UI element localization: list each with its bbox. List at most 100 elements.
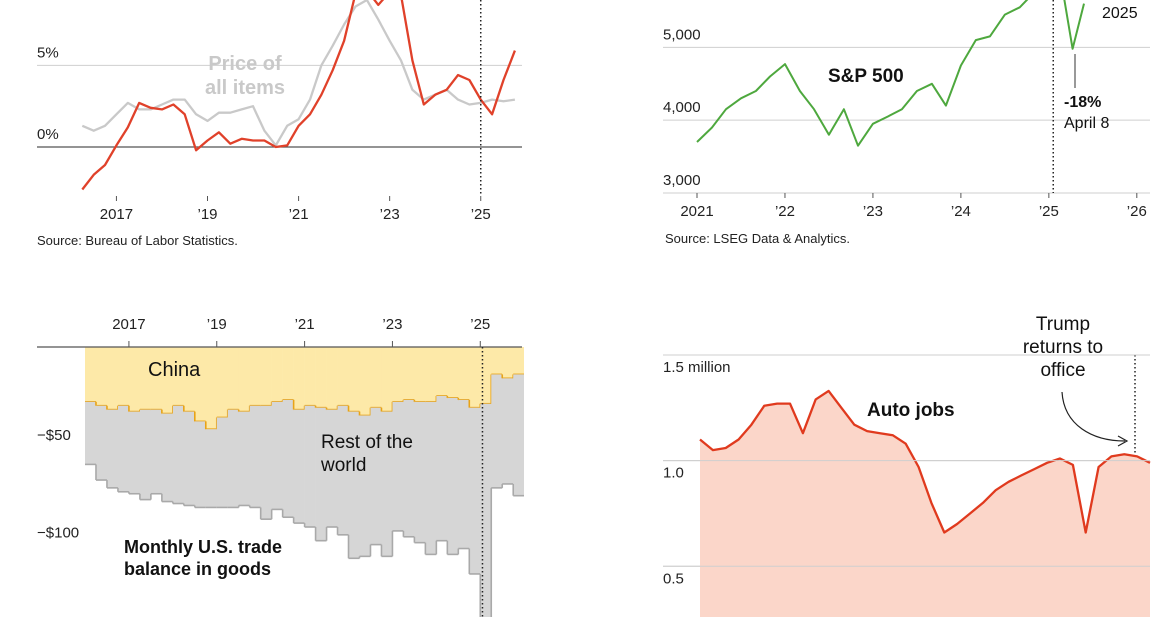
bar-segment (337, 405, 349, 535)
y-tick-label: 1.5 million (663, 359, 731, 376)
area (700, 390, 1150, 617)
bar-segment (128, 347, 141, 412)
chart-overlay: 1.5 million 1.0 0.5 (663, 354, 1150, 587)
bar-segment (183, 347, 196, 412)
bar-segment (381, 347, 393, 412)
bar-segment (238, 347, 250, 412)
bar-segment (392, 347, 404, 402)
source: Source: Bureau of Labor Statistics. (37, 233, 238, 248)
y-tick-label: −$50 (37, 427, 71, 444)
bar-segment (447, 397, 459, 555)
bar-segment (502, 347, 514, 379)
x-tick-label: ’24 (951, 203, 971, 220)
x-tick-label: ’22 (775, 203, 795, 220)
arrow-head (1117, 435, 1129, 447)
bar-segment (205, 429, 218, 508)
bar-segment (403, 399, 415, 537)
bar-segment (414, 347, 426, 402)
bar-segment (469, 347, 481, 408)
bar-segment (194, 421, 207, 508)
bar-segment (85, 401, 97, 465)
bar-segment (359, 347, 371, 416)
bar-segment (161, 413, 174, 502)
bar-segment (139, 347, 152, 410)
annotation-arrow (1061, 391, 1126, 442)
bar-segment (425, 347, 437, 402)
x-tick-label: ’19 (207, 316, 227, 333)
bar-segment (139, 409, 152, 500)
y-tick-label: 3,000 (663, 172, 701, 189)
bar-segment (194, 347, 207, 422)
chart-panel (85, 347, 524, 617)
bar-segment (326, 409, 338, 527)
bar-segment (227, 409, 240, 508)
bar-segment (128, 411, 141, 494)
x-tick-label: ’26 (1127, 203, 1147, 220)
bar-segment (227, 347, 240, 410)
bar-segment (304, 405, 316, 527)
chart-overlay: 3,000 4,000 5,000 2021 ’22 ’23 ’24 ’25 ’26 (663, 0, 1147, 220)
bar-segment (249, 405, 261, 508)
chart-overlay: −$50 −$100 2017 ’19 ’21 ’23 ’25 (37, 316, 522, 617)
bar-segment (348, 347, 360, 412)
bar-segment (293, 409, 305, 524)
bar-segment (95, 347, 108, 406)
bar-segment (458, 399, 470, 549)
bar-segment (348, 411, 360, 559)
x-tick-label: ’25 (471, 206, 491, 223)
bar-segment (282, 347, 294, 400)
x-tick-label: ’25 (470, 316, 490, 333)
annotation: -18% (1064, 94, 1102, 111)
chart-title: S&P 500 (828, 66, 904, 87)
bar-segment (85, 347, 97, 402)
annotation: April 8 (1064, 115, 1110, 132)
bar-segment (304, 347, 316, 406)
bar-segment (491, 374, 503, 488)
bar-segment (458, 347, 470, 400)
line (699, 389, 1151, 534)
source: Source: LSEG Data & Analytics. (665, 231, 850, 246)
bar-segment (249, 347, 261, 406)
bar-segment (513, 347, 524, 375)
chart-title: Monthly U.S. trade balance in goods (124, 537, 283, 579)
bar-segment (315, 347, 327, 408)
y-tick-label: 5,000 (663, 26, 701, 43)
x-tick-label: 2017 (100, 206, 133, 223)
y-tick-label: 0.5 (663, 570, 684, 587)
series-label: Rest of the world (321, 432, 413, 476)
bar-segment (117, 347, 130, 406)
chart-panel (37, 0, 522, 191)
bar-segment (447, 347, 459, 398)
bar-segment (106, 409, 119, 488)
bar-segment (172, 347, 185, 406)
series-label: China (148, 359, 201, 381)
bar-segment (271, 401, 283, 510)
bar-segment (502, 378, 514, 484)
annotation: Trump returns to office (1022, 314, 1104, 381)
bar-segment (436, 347, 448, 396)
x-tick-label: ’25 (1039, 203, 1059, 220)
bar-segment (150, 409, 163, 494)
bar-segment (480, 347, 492, 404)
bar-segment (205, 347, 218, 430)
y-tick-label: 5% (37, 44, 59, 61)
annotation: 2025 (1102, 5, 1138, 22)
bar-segment (106, 347, 119, 410)
bar-segment (282, 399, 294, 518)
bar-segment (172, 405, 185, 504)
bar-segment (238, 411, 250, 506)
bar-segment (491, 347, 503, 375)
y-tick-label: −$100 (37, 525, 79, 542)
chart-panel (663, 0, 1150, 194)
bar-segment (513, 374, 524, 496)
bar-segment (293, 347, 305, 410)
bar-segment (183, 411, 196, 506)
bar-segment (326, 347, 338, 410)
line (81, 0, 516, 191)
line (81, 0, 516, 147)
x-tick-label: ’19 (197, 206, 217, 223)
bar-segment (271, 347, 283, 402)
bar-segment (359, 415, 371, 557)
bar-segment (260, 347, 272, 406)
